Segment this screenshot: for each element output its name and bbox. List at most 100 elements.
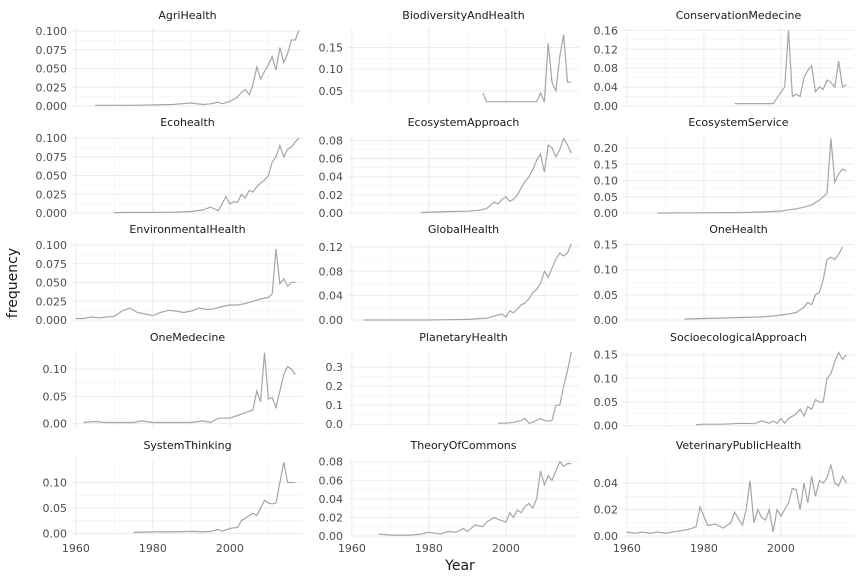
- series-line: [75, 248, 296, 320]
- facet-panel: SocioecologicalApproach 0.00 0.05 0.10 0.15: [594, 331, 854, 433]
- y-tick-label: 0.06: [319, 153, 344, 166]
- y-tick-label: 0.15: [594, 349, 619, 362]
- y-tick-label: 0.00: [319, 530, 344, 543]
- facet-panel: ConservationMedecine 0.00 0.04 0.08 0.12 0.16: [594, 9, 854, 113]
- y-tick-label: 0.05: [43, 502, 68, 515]
- facet-panel: EcosystemService 0.00 0.05 0.10 0.15 0.20: [594, 116, 854, 220]
- y-tick-label: 0.04: [319, 290, 344, 303]
- x-axis-title: Year: [444, 558, 475, 574]
- y-tick-label: 0.025: [36, 295, 68, 308]
- series-line: [133, 461, 296, 533]
- y-tick-label: 0.02: [319, 189, 344, 202]
- facet-panel: PlanetaryHealth 0.0 0.1 0.2 0.3: [326, 331, 579, 431]
- y-tick-label: 0.00: [594, 314, 619, 327]
- panel-title: PlanetaryHealth: [419, 331, 507, 344]
- y-tick-label: 0.15: [594, 239, 619, 252]
- facet-panel: OneMedecine 0.00 0.05 0.10: [43, 331, 303, 431]
- series-line: [657, 138, 847, 214]
- x-tick-label: 1980: [415, 542, 443, 555]
- facet-panel: Ecohealth 0.000 0.025 0.050 0.075 0.100: [36, 116, 303, 220]
- x-tick-label: 1960: [613, 542, 641, 555]
- series-line: [696, 351, 847, 426]
- panel-title: Ecohealth: [160, 116, 215, 129]
- y-tick-label: 0.025: [36, 188, 68, 201]
- series-line: [83, 352, 296, 424]
- series-line: [95, 29, 300, 106]
- y-tick-label: 0.05: [594, 191, 619, 204]
- panel-title: EcosystemService: [688, 116, 788, 129]
- y-tick-label: 0.04: [594, 81, 619, 94]
- panel-title: ConservationMedecine: [676, 9, 802, 22]
- y-tick-label: 0.050: [36, 63, 68, 76]
- series-line: [684, 246, 844, 320]
- x-tick-label: 2000: [216, 542, 244, 555]
- panel-title: OneMedecine: [150, 331, 225, 344]
- panel-title: OneHealth: [709, 223, 768, 236]
- facet-panel: SystemThinking 0.00 0.05 0.10: [43, 439, 303, 540]
- facet-panel: BiodiversityAndHealth 0.05 0.10 0.15: [319, 9, 579, 106]
- y-tick-label: 0.075: [36, 151, 68, 164]
- y-tick-label: 0.12: [594, 43, 619, 56]
- y-tick-label: 0.10: [594, 372, 619, 385]
- y-tick-label: 0.00: [594, 207, 619, 220]
- y-tick-label: 0.04: [319, 171, 344, 184]
- y-tick-label: 0.00: [594, 100, 619, 113]
- y-tick-label: 0.10: [43, 476, 68, 489]
- x-tick-label: 2000: [767, 542, 795, 555]
- y-tick-label: 0.02: [594, 504, 619, 517]
- y-tick-label: 0.025: [36, 81, 68, 94]
- y-tick-label: 0.050: [36, 170, 68, 183]
- x-tick-label: 2000: [492, 542, 520, 555]
- series-line: [114, 137, 300, 214]
- panel-title: GlobalHealth: [428, 223, 499, 236]
- y-tick-label: 0.00: [43, 527, 68, 540]
- y-tick-label: 0.15: [319, 42, 344, 55]
- y-tick-label: 0.00: [43, 418, 68, 431]
- panel-title: EcosystemApproach: [408, 116, 520, 129]
- y-tick-label: 0.00: [319, 207, 344, 220]
- facet-panel: VeterinaryPublicHealth 0.00 0.02 0.04: [594, 439, 854, 543]
- y-tick-label: 0.050: [36, 277, 68, 290]
- x-tick-label: 1980: [139, 542, 167, 555]
- series-line: [378, 460, 572, 536]
- y-tick-label: 0.10: [43, 363, 68, 376]
- y-tick-label: 0.05: [594, 289, 619, 302]
- y-tick-label: 0.08: [319, 265, 344, 278]
- y-tick-label: 0.000: [36, 100, 68, 113]
- y-tick-label: 0.000: [36, 207, 68, 220]
- y-tick-label: 0.0: [326, 418, 344, 431]
- y-tick-label: 0.05: [319, 85, 344, 98]
- y-tick-label: 0.04: [319, 493, 344, 506]
- facet-panel: OneHealth 0.00 0.05 0.10 0.15: [594, 223, 854, 327]
- y-tick-label: 0.08: [594, 62, 619, 75]
- y-tick-label: 0.10: [319, 63, 344, 76]
- x-tick-label: 1960: [62, 542, 90, 555]
- y-tick-label: 0.075: [36, 258, 68, 271]
- panel-title: BiodiversityAndHealth: [402, 9, 524, 22]
- y-tick-label: 0.10: [594, 175, 619, 188]
- facet-panels: AgriHealth 0.000 0.025 0.050 0.075 0.100 Biodi…: [36, 9, 854, 543]
- x-tick-label: 1960: [338, 542, 366, 555]
- y-tick-label: 0.10: [594, 264, 619, 277]
- y-tick-label: 0.3: [326, 361, 344, 374]
- series-line: [363, 243, 572, 321]
- x-axis: 1960 1980 2000 1960 1980 2000 1960 1980 2000: [62, 542, 795, 555]
- facet-panel: EcosystemApproach 0.00 0.02 0.04 0.06 0.08: [319, 116, 579, 220]
- y-tick-label: 0.02: [319, 511, 344, 524]
- y-tick-label: 0.05: [43, 390, 68, 403]
- y-tick-label: 0.075: [36, 44, 68, 57]
- y-tick-label: 0.100: [36, 25, 68, 38]
- y-tick-label: 0.15: [594, 158, 619, 171]
- panel-title: AgriHealth: [158, 9, 216, 22]
- panel-title: VeterinaryPublicHealth: [676, 439, 802, 452]
- panel-title: EnvironmentalHealth: [129, 223, 245, 236]
- facet-panel: AgriHealth 0.000 0.025 0.050 0.075 0.100: [36, 9, 303, 113]
- y-tick-label: 0.2: [326, 380, 344, 393]
- facet-panel: GlobalHealth 0.00 0.04 0.08 0.12: [319, 223, 579, 327]
- y-tick-label: 0.00: [319, 314, 344, 327]
- series-line: [498, 351, 572, 424]
- y-tick-label: 0.1: [326, 399, 344, 412]
- series-line: [734, 30, 847, 105]
- y-tick-label: 0.08: [319, 134, 344, 147]
